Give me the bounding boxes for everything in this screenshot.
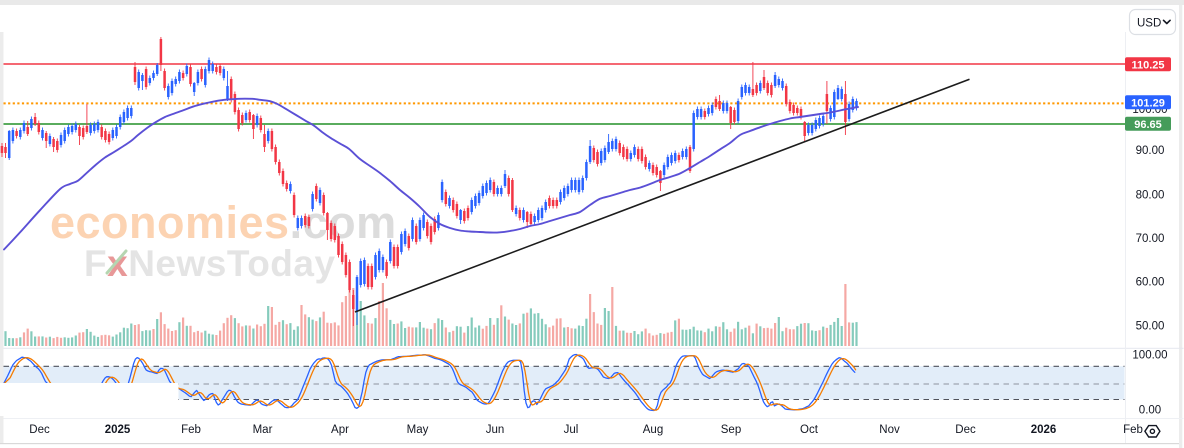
svg-text:Sep: Sep — [721, 424, 741, 436]
svg-text:Oct: Oct — [800, 424, 819, 436]
svg-text:Apr: Apr — [331, 424, 349, 436]
svg-text:economies.com: economies.com — [50, 197, 397, 248]
svg-text:110.25: 110.25 — [1131, 60, 1164, 72]
svg-text:50.00: 50.00 — [1136, 321, 1165, 333]
svg-text:May: May — [407, 424, 429, 436]
svg-text:80.00: 80.00 — [1136, 189, 1165, 201]
svg-text:Dec: Dec — [955, 424, 976, 436]
svg-text:Nov: Nov — [879, 424, 900, 436]
svg-text:2025: 2025 — [105, 424, 131, 436]
svg-text:90.00: 90.00 — [1136, 145, 1165, 157]
svg-text:Dec: Dec — [29, 424, 50, 436]
svg-text:101.29: 101.29 — [1131, 97, 1165, 109]
svg-text:96.65: 96.65 — [1134, 119, 1162, 131]
svg-text:60.00: 60.00 — [1136, 277, 1165, 289]
svg-text:0.00: 0.00 — [1139, 405, 1161, 417]
svg-text:70.00: 70.00 — [1136, 233, 1165, 245]
svg-text:100.00: 100.00 — [1132, 350, 1167, 362]
svg-text:FxNewsToday: FxNewsToday — [84, 243, 336, 284]
svg-text:Aug: Aug — [643, 424, 663, 436]
svg-text:Mar: Mar — [253, 424, 273, 436]
svg-text:2026: 2026 — [1031, 424, 1057, 436]
svg-text:USD: USD — [1137, 17, 1161, 29]
svg-text:Feb: Feb — [181, 424, 201, 436]
svg-text:Jul: Jul — [564, 424, 579, 436]
svg-text:Jun: Jun — [486, 424, 505, 436]
svg-text:Feb: Feb — [1123, 424, 1143, 436]
